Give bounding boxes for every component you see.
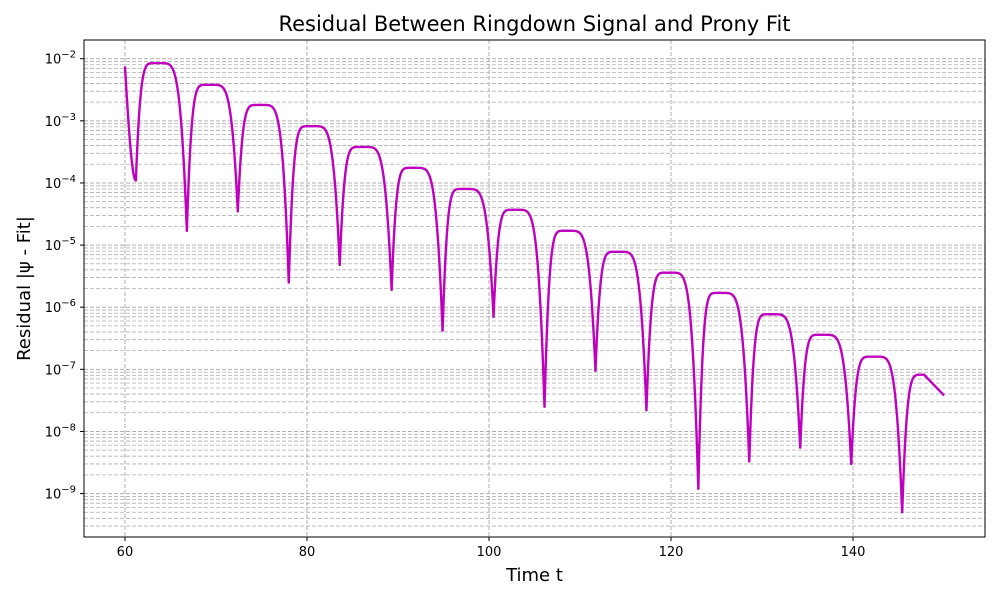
residual-maximum-point [207, 83, 210, 87]
residual-maximum-point [922, 373, 926, 376]
residual-minimum-point [543, 405, 546, 408]
x-tick-label: 100 [477, 545, 502, 560]
residual-minimum-point [799, 446, 802, 449]
residual-maximum-point [513, 208, 516, 211]
residual-series-line [123, 61, 945, 514]
y-axis-label: Residual |ψ - Fit| [14, 216, 35, 361]
y-tick-label: 10−7 [45, 360, 76, 378]
x-tick-label: 140 [841, 545, 866, 560]
residual-maximum-point [718, 291, 721, 295]
residual-minimum-point [134, 179, 138, 182]
residual-minimum-point [748, 460, 751, 463]
residual-maximum-point [309, 124, 312, 128]
residual-minimum-point [697, 487, 700, 490]
residual-minimum-point [390, 288, 393, 292]
residual-maximum-point [667, 271, 670, 274]
major-grid [84, 40, 985, 537]
y-tick-label: 10−8 [45, 422, 76, 440]
residual-minimum-point [594, 369, 597, 372]
residual-maximum-point [155, 61, 159, 65]
x-tick-label: 120 [659, 545, 684, 560]
residual-minimum-point [236, 210, 240, 213]
residual-maximum-point [819, 333, 823, 336]
minor-grid [84, 39, 985, 538]
y-tick-label: 10−4 [45, 174, 76, 192]
residual-maximum-point [616, 250, 619, 253]
residual-maximum-point [462, 187, 465, 191]
residual-minimum-point [492, 315, 495, 319]
x-axis-label: Time t [505, 565, 563, 586]
x-axis: 60 80 100 120 140 [117, 537, 866, 560]
y-tick-label: 10−2 [45, 50, 76, 68]
residual-maximum-point [258, 103, 261, 107]
residual-minimum-point [287, 281, 290, 284]
residual-maximum-point [769, 313, 772, 316]
residual-maximum-point [411, 166, 414, 170]
y-tick-label: 10−9 [45, 485, 76, 503]
y-tick-label: 10−5 [45, 236, 76, 254]
residual-maximum-point [871, 355, 875, 358]
y-tick-label: 10−3 [45, 112, 76, 130]
x-tick-label: 60 [117, 545, 134, 560]
residual-maximum-point [565, 229, 568, 232]
chart-title: Residual Between Ringdown Signal and Pro… [278, 12, 790, 36]
x-tick-label: 80 [299, 545, 316, 560]
y-axis: 10−9 10−8 10−7 10−6 10−5 10−4 10−3 10−2 [45, 50, 84, 503]
residual-minimum-point [850, 462, 853, 466]
residual-minimum-point [645, 408, 648, 412]
residual-minimum-point [185, 229, 189, 232]
residual-maximum-point [360, 145, 363, 149]
residual-minimum-point [900, 511, 904, 514]
plot-frame [83, 39, 986, 538]
residual-minimum-point [338, 263, 341, 267]
series-layer [123, 61, 945, 514]
y-tick-label: 10−6 [45, 298, 76, 316]
residual-minimum-point [441, 329, 444, 332]
